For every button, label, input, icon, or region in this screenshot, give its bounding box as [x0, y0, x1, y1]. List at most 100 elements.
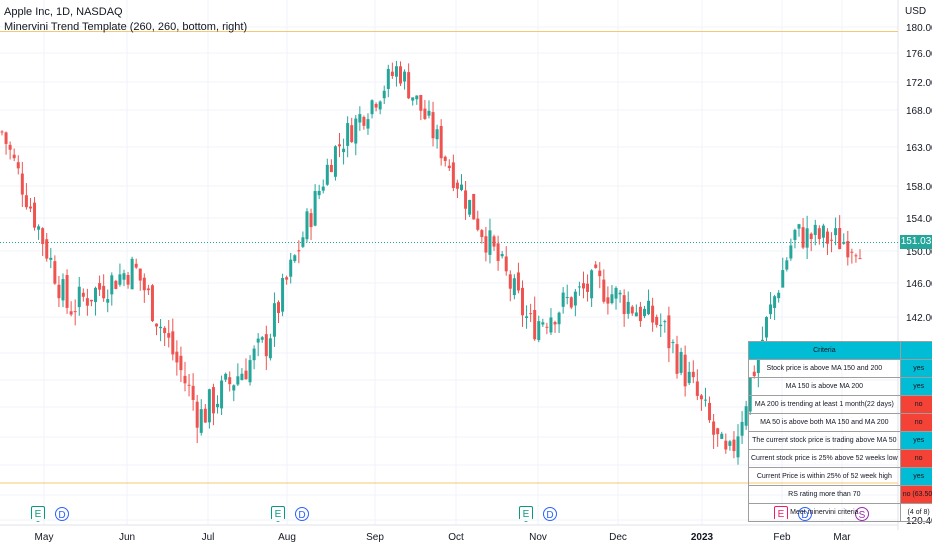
- candle-body: [252, 348, 256, 361]
- candle-body: [268, 338, 272, 359]
- candle-body: [581, 283, 585, 289]
- candle-body: [541, 322, 545, 325]
- candle-body: [789, 245, 793, 259]
- candle-body: [386, 68, 390, 89]
- candle-body: [667, 315, 671, 349]
- month-label: Feb: [773, 532, 791, 543]
- candle-body: [321, 186, 325, 191]
- candle-body: [297, 250, 301, 252]
- candle-body: [451, 162, 455, 188]
- candle-body: [264, 334, 268, 357]
- candle-body: [838, 228, 842, 250]
- candle-body: [199, 409, 203, 433]
- month-label: Sep: [366, 532, 384, 543]
- price-tick-label: 142.00: [906, 313, 932, 324]
- criteria-label: Current Price is within 25% of 52 week h…: [748, 467, 901, 486]
- candle-body: [159, 326, 163, 329]
- candle-body: [187, 384, 191, 386]
- dividend-event-icon[interactable]: D: [543, 507, 557, 521]
- candle-body: [224, 373, 228, 380]
- price-tick-label: 172.00: [906, 78, 932, 89]
- candle-body: [537, 321, 541, 341]
- candle-body: [744, 406, 748, 426]
- last-price-tag: 151.03: [900, 235, 932, 249]
- candle-body: [472, 193, 476, 220]
- candle-body: [724, 440, 728, 450]
- candle-body: [37, 226, 41, 230]
- candle-body: [459, 184, 463, 191]
- candle-body: [394, 66, 398, 77]
- candle-body: [655, 316, 659, 325]
- candle-body: [33, 202, 37, 228]
- candle-body: [366, 119, 370, 129]
- candle-body: [399, 66, 403, 84]
- criteria-header: Criteria: [748, 341, 901, 360]
- candle-body: [211, 387, 215, 414]
- criteria-value: no: [899, 395, 932, 414]
- candle-body: [0, 131, 4, 133]
- candle-body: [809, 233, 813, 239]
- earnings-event-icon[interactable]: E: [271, 506, 285, 522]
- criteria-label: Current stock price is 25% above 52 week…: [748, 449, 901, 468]
- candle-body: [20, 173, 24, 195]
- candle-body: [850, 251, 854, 253]
- candle-body: [285, 277, 289, 280]
- candle-body: [764, 317, 768, 338]
- candle-body: [854, 255, 858, 257]
- earnings-event-icon[interactable]: E: [31, 506, 45, 522]
- candle-body: [740, 421, 744, 436]
- candle-body: [65, 275, 69, 308]
- candle-body: [858, 258, 862, 260]
- candle-body: [228, 377, 232, 385]
- candle-body: [207, 389, 211, 423]
- candle-body: [81, 292, 85, 297]
- criteria-row: MA 150 is above MA 200 yes: [748, 377, 932, 396]
- criteria-label: Meet minervini criteria: [748, 503, 901, 522]
- dividend-event-icon[interactable]: D: [295, 507, 309, 521]
- candle-body: [708, 402, 712, 421]
- candle-body: [569, 297, 573, 308]
- candle-body: [590, 270, 594, 299]
- candle-body: [57, 284, 61, 299]
- candle-body: [407, 72, 411, 99]
- indicator-title[interactable]: Minervini Trend Template (260, 260, bott…: [4, 21, 248, 33]
- candle-body: [500, 254, 504, 257]
- month-label: Oct: [448, 532, 464, 543]
- candle-body: [793, 229, 797, 241]
- candle-body: [134, 263, 138, 268]
- candle-body: [382, 90, 386, 99]
- price-tick-label: 146.00: [906, 279, 932, 290]
- candle-body: [797, 224, 801, 229]
- candle-body: [411, 97, 415, 101]
- candle-body: [675, 344, 679, 374]
- candle-body: [12, 154, 16, 159]
- criteria-value: no: [899, 413, 932, 432]
- candle-body: [687, 371, 691, 384]
- criteria-value: (4 of 8): [899, 503, 932, 522]
- candle-body: [549, 317, 553, 333]
- candle-body: [110, 275, 114, 295]
- candle-body: [464, 190, 468, 209]
- month-label: Mar: [833, 532, 851, 543]
- symbol-title[interactable]: Apple Inc, 1D, NASDAQ: [4, 6, 123, 18]
- candle-body: [333, 146, 337, 177]
- candle-body: [630, 306, 634, 314]
- earnings-event-icon[interactable]: E: [519, 506, 533, 522]
- currency-label[interactable]: USD: [905, 6, 927, 17]
- dividend-event-icon[interactable]: D: [55, 507, 69, 521]
- candle-body: [281, 278, 285, 312]
- candle-body: [175, 351, 179, 363]
- candle-body: [89, 299, 93, 302]
- criteria-row: Current Price is within 25% of 52 week h…: [748, 467, 932, 486]
- candle-body: [427, 110, 431, 116]
- candle-body: [390, 71, 394, 76]
- candle-body: [504, 256, 508, 272]
- candle-body: [329, 165, 333, 173]
- candle-body: [610, 294, 614, 304]
- candle-body: [126, 274, 130, 285]
- price-tick-label: 150.00: [906, 247, 932, 258]
- candle-body: [573, 291, 577, 306]
- candle-body: [122, 273, 126, 280]
- candle-body: [626, 301, 630, 314]
- candle-body: [728, 441, 732, 446]
